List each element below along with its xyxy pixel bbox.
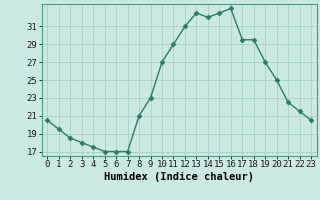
X-axis label: Humidex (Indice chaleur): Humidex (Indice chaleur) (104, 172, 254, 182)
